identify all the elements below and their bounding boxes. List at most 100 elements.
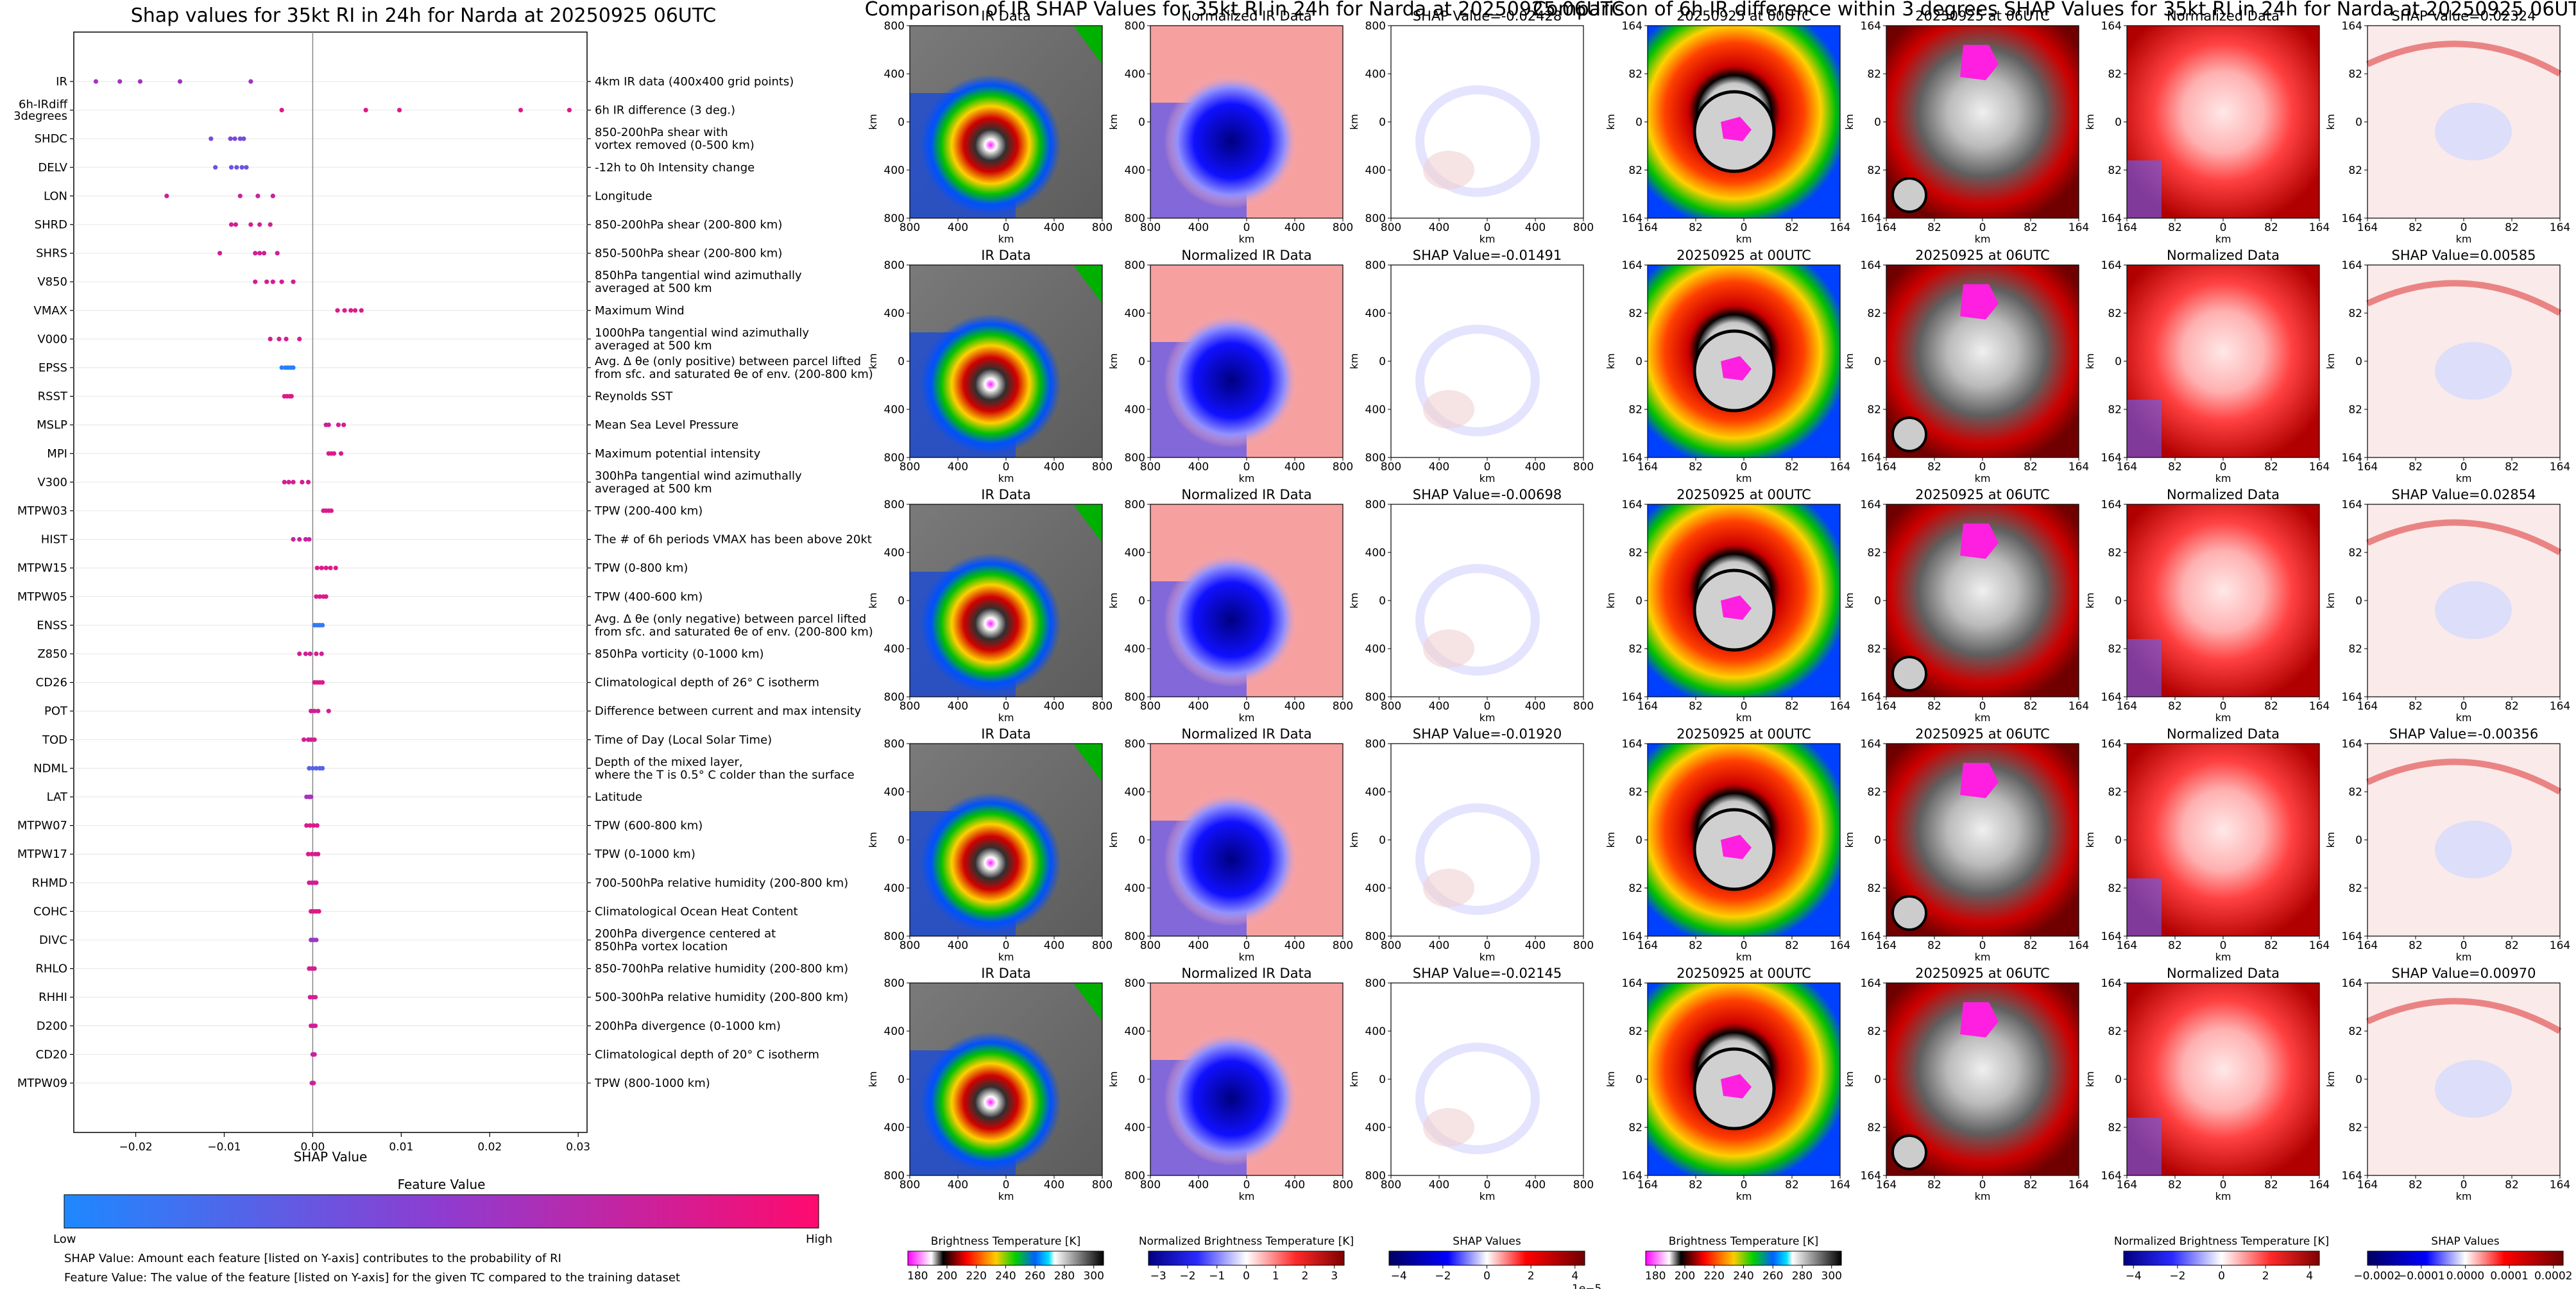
panel-x-axis-label: km [2456, 951, 2472, 963]
shap-point [309, 851, 314, 857]
feature-label: MTPW07 [17, 819, 67, 833]
panel-x-tick-label: 0 [1741, 461, 1748, 474]
shap-point [314, 651, 319, 656]
panel-x-tick-label: 800 [1573, 461, 1594, 474]
feature-description: 6h IR difference (3 deg.) [595, 104, 735, 117]
shap-point [232, 136, 237, 141]
panel-x-axis-label: km [2456, 1190, 2472, 1202]
panel-frame [1150, 982, 1343, 1176]
shap-point [317, 594, 323, 599]
shap-point [164, 193, 169, 198]
panel-y-tick-label: 800 [1365, 20, 1386, 33]
panel-x-tick-label: 0 [1741, 221, 1748, 234]
shap-point [307, 537, 312, 542]
panel-frame [909, 504, 1103, 697]
panel-y-tick-label: 800 [1125, 738, 1145, 751]
panel-x-tick-label: 82 [2505, 461, 2519, 474]
panel-x-axis-label: km [1736, 472, 1752, 484]
feature-label: MTPW03 [17, 504, 67, 518]
panel-frame [1390, 743, 1584, 937]
shap-point [316, 909, 321, 914]
panel-x-tick-label: 164 [1830, 221, 1850, 234]
feature-label: 3degrees [13, 110, 67, 123]
shap-point [336, 422, 341, 427]
panel-x-tick-label: 400 [1525, 939, 1546, 952]
panel-x-tick-label: 82 [2264, 1179, 2278, 1191]
panel-x-tick-label: 164 [2068, 700, 2089, 713]
shap-point [233, 222, 239, 227]
panel-x-tick-label: 164 [2309, 939, 2330, 952]
panel-y-tick-label: 0 [2355, 355, 2362, 368]
panel-x-tick-label: 0 [1484, 221, 1491, 234]
feature-description: 850hPa tangential wind azimuthally [595, 269, 802, 282]
shap-point [311, 1080, 316, 1086]
panel-frame [1390, 264, 1584, 458]
colorbar-tick-label: −0.0002 [2353, 1270, 2401, 1283]
panel-x-tick-label: 800 [1381, 939, 1401, 952]
panel-y-tick-label: 164 [2342, 930, 2362, 943]
feature-value-colorbar [64, 1194, 819, 1229]
panel-y-tick-label: 400 [1125, 404, 1145, 416]
panel-x-tick-label: 82 [2409, 461, 2423, 474]
feature-label: MTPW15 [17, 561, 67, 575]
shap-point [137, 79, 143, 84]
colorbar-tick-label: 220 [1704, 1270, 1725, 1283]
panel-x-axis-label: km [1239, 1190, 1255, 1202]
t6-cold-top [1960, 1002, 1999, 1037]
colorbar-tick-label: 260 [1025, 1270, 1045, 1283]
colorbar-tick-label: 180 [1645, 1270, 1666, 1283]
panel-x-tick-label: 400 [1429, 939, 1449, 952]
panel-y-tick-label: 164 [1622, 212, 1642, 225]
shap-red-streak [2366, 280, 2562, 316]
shap-point [291, 279, 296, 284]
panel-y-axis-label: km [2324, 832, 2337, 848]
panel-y-tick-label: 400 [1365, 404, 1386, 416]
colorbar-label: SHAP Values [1453, 1235, 1521, 1248]
panel-y-tick-label: 82 [1867, 68, 1881, 81]
panel-x-tick-label: 800 [1573, 700, 1594, 713]
panel-y-tick-label: 400 [884, 1122, 905, 1134]
feature-description: averaged at 500 km [595, 482, 712, 495]
shap-point [268, 336, 273, 342]
t0-cold-top [1721, 1074, 1752, 1098]
panel-title: Normalized IR Data [1181, 726, 1311, 742]
note-feature-value: Feature Value: The value of the feature … [64, 1271, 680, 1285]
panel-y-tick-label: 0 [1635, 116, 1642, 129]
left-title: Shap values for 35kt RI in 24h for Narda… [131, 4, 717, 27]
feature-description: 4km IR data (400x400 grid points) [595, 75, 794, 89]
panel-x-tick-label: 82 [2409, 700, 2423, 713]
panel-x-tick-label: 164 [1876, 700, 1897, 713]
panel-x-tick-label: 82 [1927, 461, 1941, 474]
panel-y-tick-label: 800 [1365, 452, 1386, 465]
panel-title: IR Data [981, 8, 1031, 24]
panel-x-axis-label: km [1239, 951, 1255, 963]
panel-x-tick-label: 400 [1188, 461, 1209, 474]
panel-frame [2126, 743, 2320, 937]
feature-description: Maximum potential intensity [595, 447, 761, 461]
panel-y-tick-label: 0 [1379, 834, 1386, 847]
shap-point [518, 108, 524, 113]
shap-point [333, 565, 338, 570]
panel-x-tick-label: 164 [1637, 939, 1658, 952]
panel-y-tick-label: 82 [1867, 547, 1881, 559]
feature-label: MPI [47, 447, 67, 461]
panel-x-axis-label: km [1480, 712, 1496, 724]
panel-y-axis-label: km [1605, 1071, 1617, 1088]
x-tick-label: −0.01 [207, 1141, 241, 1154]
panel-y-axis-label: km [2324, 593, 2337, 609]
shap-point [314, 937, 319, 943]
panel-x-tick-label: 164 [2550, 1179, 2570, 1191]
panel-y-tick-label: 0 [2355, 116, 2362, 129]
panel-y-tick-label: 800 [1365, 691, 1386, 704]
panel-y-axis-label: km [867, 354, 879, 370]
panel-x-axis-label: km [1480, 1190, 1496, 1202]
panel-x-tick-label: 800 [1381, 221, 1401, 234]
feature-description: 850hPa vorticity (0-1000 km) [595, 647, 764, 661]
feature-description: TPW (800-1000 km) [594, 1077, 710, 1090]
panel-y-tick-label: 82 [2108, 1122, 2122, 1134]
panel-x-axis-label: km [2215, 712, 2231, 724]
shap-blue-patch [2435, 581, 2512, 639]
panel-x-tick-label: 82 [2409, 1179, 2423, 1191]
shap-point [307, 651, 312, 656]
shap-patch [1423, 1108, 1474, 1147]
